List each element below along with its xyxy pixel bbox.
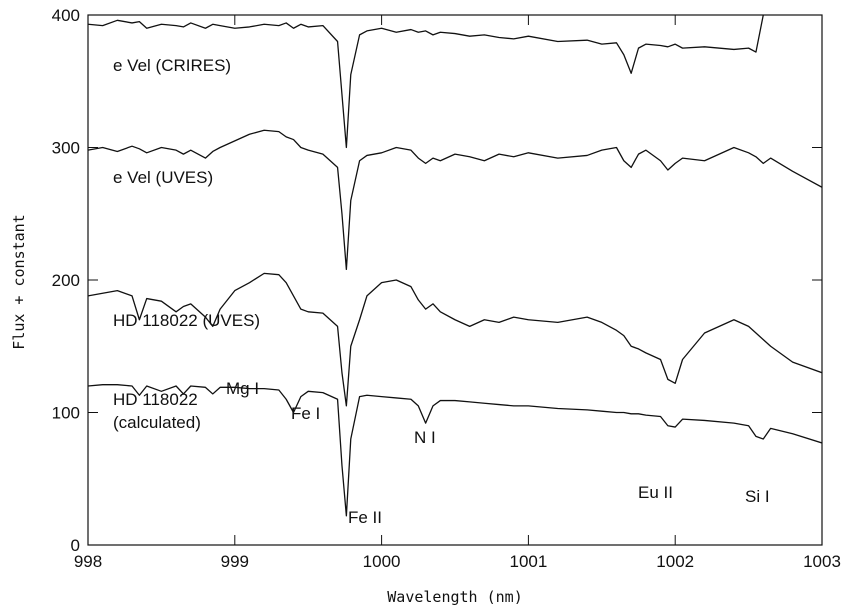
series-label: HD 118022 (calculated) — [113, 390, 201, 432]
spectrum-line — [88, 15, 764, 149]
line-annotation: Mg I — [226, 379, 260, 398]
y-tick-label: 200 — [52, 271, 80, 290]
lines — [88, 15, 822, 517]
x-tick-label: 1000 — [363, 552, 401, 571]
line-annotation: Eu II — [638, 483, 673, 502]
spectrum-line — [88, 129, 822, 271]
series-label: HD 118022 (UVES) — [113, 311, 261, 330]
y-axis-title: Flux + constant — [10, 214, 28, 349]
line-annotation: Fe I — [291, 404, 321, 423]
line-annotation: Si I — [745, 487, 770, 506]
line-annotation: Fe II — [348, 508, 383, 527]
x-axis-title: Wavelength (nm) — [387, 588, 522, 606]
x-tick-label: 1002 — [656, 552, 694, 571]
spectrum-line — [88, 272, 822, 407]
series-label: e Vel (CRIRES) — [113, 56, 232, 75]
y-tick-label: 100 — [52, 404, 80, 423]
x-tick-label: 1001 — [509, 552, 547, 571]
y-tick-label: 300 — [52, 139, 80, 158]
spectrum-line — [88, 384, 822, 517]
x-tick-label: 998 — [74, 552, 102, 571]
y-tick-label: 0 — [71, 536, 80, 555]
line-annotation: N I — [414, 428, 436, 447]
x-tick-label: 999 — [221, 552, 249, 571]
series-label: e Vel (UVES) — [113, 168, 214, 187]
x-tick-label: 1003 — [803, 552, 841, 571]
y-tick-label: 400 — [52, 6, 80, 25]
plot-frame — [87, 14, 823, 546]
